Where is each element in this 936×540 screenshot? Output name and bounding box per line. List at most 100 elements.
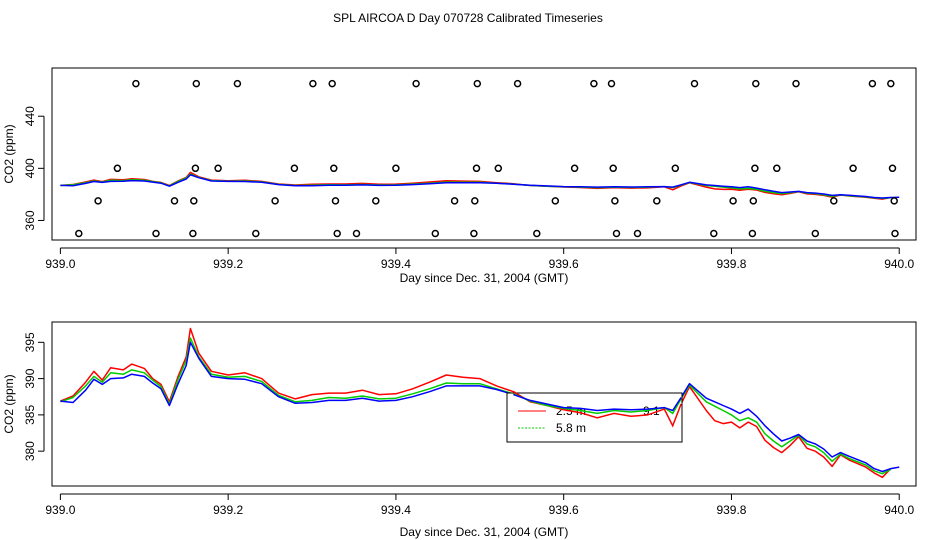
series-line-2-5-m [60, 327, 892, 479]
x-axis-bottom: 939.0 939.2 939.4 939.6 939.8 940.0 [45, 493, 915, 517]
calibration-point [888, 164, 897, 173]
calibration-point [710, 229, 718, 238]
series-line-9-1-m [60, 341, 900, 473]
calibration-point [132, 79, 140, 88]
series-lines-bottom [60, 327, 900, 479]
y-tick-label-top: 400 [23, 158, 37, 178]
calibration-point [611, 197, 619, 205]
y-axis-top: 360 400 440 [23, 106, 45, 230]
calibration-point [607, 79, 616, 88]
x-tick-label-top: 939.2 [213, 257, 243, 271]
calibration-point [309, 79, 317, 88]
series-line-9-1-m-top [60, 174, 900, 199]
calibration-point [431, 229, 440, 238]
series-line-9-1-m-over-legend [513, 393, 682, 412]
calibration-point [690, 79, 699, 88]
x-axis-top: 939.0 939.2 939.4 939.6 939.8 940.0 [45, 247, 915, 271]
calibration-point [252, 229, 260, 238]
calibration-point [590, 79, 598, 88]
x-tick-label-top: 939.8 [716, 257, 746, 271]
calibration-point [372, 197, 380, 205]
y-tick-label-bottom: 380 [23, 441, 37, 461]
calibration-point [170, 197, 179, 205]
calibration-point [473, 79, 482, 88]
calibration-point [233, 79, 242, 88]
calibration-point [472, 164, 481, 173]
y-axis-bottom: 380 385 390 395 [23, 332, 45, 461]
figure-title: SPL AIRCOA D Day 070728 Calibrated Times… [333, 11, 603, 25]
calibration-point [450, 197, 459, 205]
legend-label-5-8m: 5.8 m [556, 421, 586, 435]
x-tick-label-bottom: 939.0 [45, 503, 75, 517]
calibration-point [352, 229, 361, 238]
series-lines-over-legend [513, 391, 682, 428]
calibration-point [751, 164, 759, 173]
calibration-point [331, 197, 340, 205]
calibration-point [773, 164, 781, 173]
x-tick-label-bottom: 940.0 [884, 503, 914, 517]
x-axis-label-bottom: Day since Dec. 31, 2004 (GMT) [400, 525, 569, 539]
y-tick-label-top: 440 [23, 106, 37, 126]
calibration-point [189, 229, 197, 238]
calibration-point [152, 229, 160, 238]
x-tick-label-top: 939.0 [45, 257, 75, 271]
calibration-point [729, 197, 737, 205]
calibration-point [792, 79, 800, 88]
calibration-point [653, 197, 661, 205]
calibration-point [887, 79, 895, 88]
calibration-point [471, 197, 479, 205]
calibration-point [868, 79, 877, 88]
calibration-point [671, 164, 680, 173]
calibration-point [333, 229, 341, 238]
calibration-point [830, 197, 838, 205]
calibration-point [849, 164, 857, 173]
calibration-point [749, 197, 758, 205]
plot-frame-top [51, 67, 917, 241]
y-tick-label-bottom: 385 [23, 405, 37, 425]
calibration-point [328, 79, 336, 88]
calibration-point [752, 79, 760, 88]
x-tick-label-top: 939.4 [381, 257, 411, 271]
calibration-point [192, 79, 201, 88]
x-tick-label-top: 940.0 [884, 257, 914, 271]
calibration-point [612, 229, 621, 238]
y-tick-label-top: 360 [23, 210, 37, 230]
calibration-point [811, 229, 820, 238]
panel-top: 939.0 939.2 939.4 939.6 939.8 940.0 360 400 440… [2, 67, 917, 285]
calibration-points [75, 79, 899, 238]
calibration-point [891, 229, 899, 238]
x-tick-label-bottom: 939.2 [213, 503, 243, 517]
x-tick-label-bottom: 939.4 [381, 503, 411, 517]
y-axis-label-bottom: CO2 (ppm) [2, 374, 16, 433]
calibration-point [113, 164, 122, 173]
calibration-point [94, 197, 102, 205]
x-tick-label-bottom: 939.6 [549, 503, 579, 517]
calibration-point [890, 197, 898, 205]
calibration-point [470, 229, 478, 238]
y-tick-label-bottom: 390 [23, 368, 37, 388]
x-tick-label-bottom: 939.8 [716, 503, 746, 517]
calibration-point [551, 197, 560, 205]
series-line-2-5-m-top [60, 171, 891, 200]
calibration-point [513, 79, 522, 88]
calibration-point [412, 79, 420, 88]
calibration-point [392, 164, 400, 173]
calibration-point [75, 229, 83, 238]
calibration-point [271, 197, 279, 205]
calibration-point [609, 164, 617, 173]
y-tick-label-bottom: 395 [23, 332, 37, 352]
calibration-point [570, 164, 579, 173]
calibration-point [633, 229, 642, 238]
calibration-point [290, 164, 299, 173]
y-axis-label-top: CO2 (ppm) [2, 124, 16, 183]
series-lines-top [60, 171, 900, 200]
x-axis-label-top: Day since Dec. 31, 2004 (GMT) [400, 271, 569, 285]
calibration-point [214, 164, 222, 173]
calibration-point [330, 164, 338, 173]
x-tick-label-top: 939.6 [549, 257, 579, 271]
calibration-point [533, 229, 541, 238]
calibration-point [191, 164, 200, 173]
calibration-point [190, 197, 198, 205]
calibration-point [748, 229, 757, 238]
